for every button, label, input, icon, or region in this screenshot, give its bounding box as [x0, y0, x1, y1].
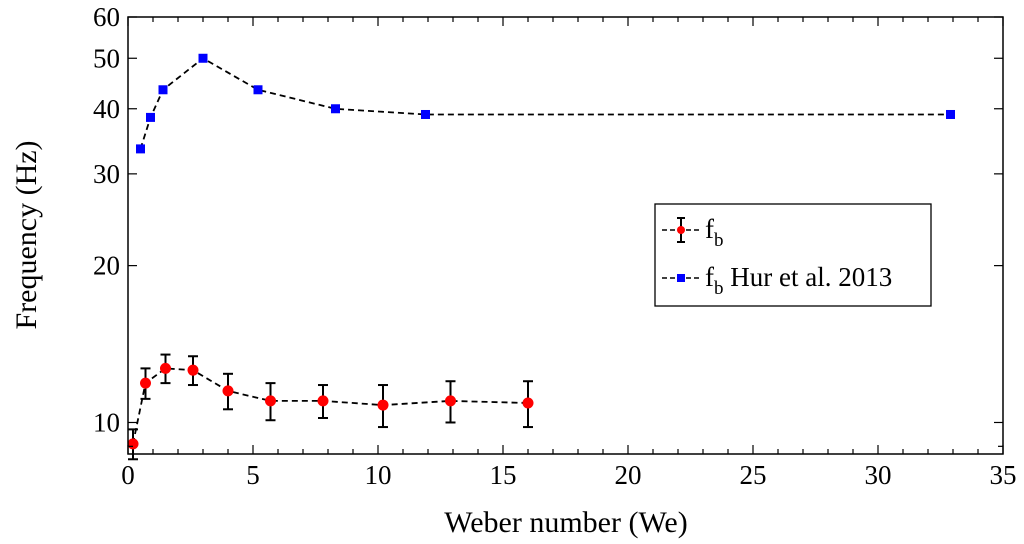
- axes: 0 5 10 15 20 25 30 35 10 20 30 40 50 60: [93, 2, 1017, 490]
- data-point: [140, 377, 151, 389]
- legend-marker: [677, 274, 685, 282]
- y-tick-label: 10: [93, 407, 120, 437]
- data-point: [146, 112, 155, 122]
- x-axis-label: Weber number (We): [444, 506, 687, 539]
- x-tick-label: 15: [490, 460, 517, 490]
- x-tick-label: 0: [121, 460, 135, 490]
- data-point: [222, 385, 234, 397]
- series-1: [136, 53, 955, 154]
- data-point: [127, 438, 139, 450]
- legend: fb fb Hur et al. 2013: [654, 203, 932, 307]
- x-tick-label: 5: [246, 460, 260, 490]
- plot-area: [127, 53, 955, 461]
- data-point: [946, 109, 955, 119]
- x-tick-label: 10: [365, 460, 392, 490]
- data-point: [187, 364, 199, 376]
- data-point: [160, 362, 171, 374]
- y-tick-label: 60: [93, 2, 120, 32]
- x-tick-label: 30: [865, 460, 892, 490]
- legend-marker: [677, 226, 685, 234]
- series-line: [139, 57, 951, 150]
- legend-box: [654, 203, 932, 307]
- legend-item-1: fb Hur et al. 2013: [662, 262, 892, 299]
- series-0: [127, 353, 534, 461]
- x-tick-label: 20: [615, 460, 642, 490]
- y-axis-label: Frequency (Hz): [10, 140, 43, 329]
- data-point: [136, 144, 145, 154]
- data-point: [331, 104, 340, 114]
- data-point: [198, 53, 208, 63]
- data-point: [265, 395, 276, 407]
- x-tick-label: 25: [740, 460, 767, 490]
- y-tick-label: 20: [93, 251, 120, 281]
- data-point: [445, 395, 456, 407]
- x-tick-label: 35: [990, 460, 1017, 490]
- series-line: [132, 367, 529, 444]
- legend-item-0: fb: [662, 214, 724, 251]
- data-point: [317, 395, 329, 407]
- legend-label: fb: [705, 214, 724, 251]
- data-point: [522, 397, 534, 409]
- y-tick-label: 50: [93, 43, 120, 73]
- plot-frame: [127, 16, 1004, 455]
- data-point: [253, 85, 263, 95]
- y-tick-label: 30: [93, 159, 120, 189]
- legend-label: fb Hur et al. 2013: [705, 262, 892, 299]
- data-point: [158, 85, 168, 95]
- data-point: [421, 109, 430, 119]
- data-point: [377, 399, 389, 411]
- y-tick-label: 40: [93, 94, 120, 124]
